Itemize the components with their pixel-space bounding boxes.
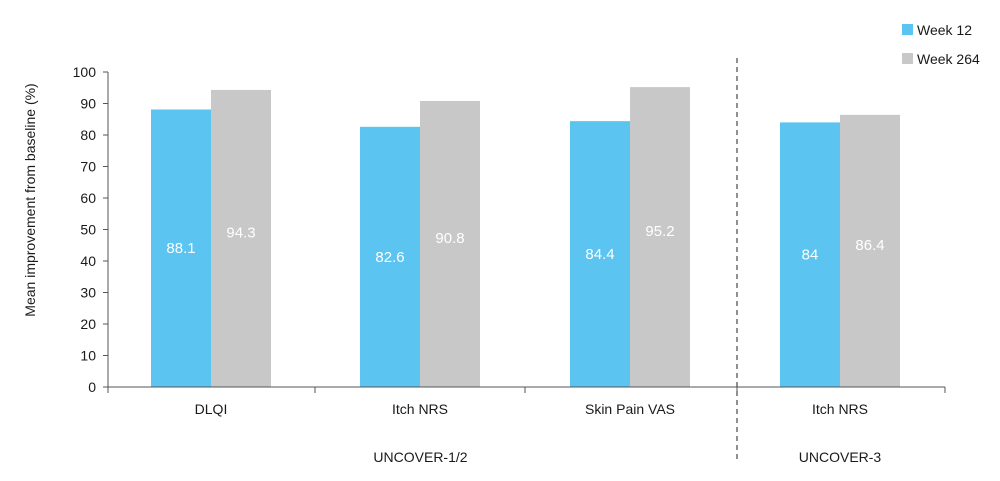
data-label: 94.3 — [226, 224, 255, 241]
y-tick-label: 50 — [80, 222, 96, 238]
y-tick-label: 20 — [80, 316, 96, 332]
bar — [151, 109, 211, 388]
legend-label: Week 12 — [917, 22, 972, 38]
y-tick-label: 0 — [88, 379, 96, 395]
data-label: 84 — [802, 247, 819, 264]
y-axis-label: Mean improvement from baseline (%) — [22, 83, 38, 316]
data-label: 88.1 — [166, 240, 195, 257]
bar — [360, 126, 420, 387]
y-tick-label: 60 — [80, 190, 96, 206]
y-axis: 0 10 20 30 40 50 60 70 80 90 100 — [73, 64, 109, 395]
bar — [211, 89, 271, 387]
category-label: Itch NRS — [392, 401, 448, 417]
y-tick-label: 90 — [80, 96, 96, 112]
data-label: 86.4 — [855, 237, 884, 254]
bar — [780, 122, 840, 388]
bars: 88.1 82.6 84.4 84 94.3 90.8 95.2 86.4 — [151, 87, 900, 388]
x-axis: DLQI Itch NRS Skin Pain VAS Itch NRS — [107, 58, 946, 460]
y-tick-label: 100 — [73, 64, 97, 80]
legend: Week 12 Week 264 — [902, 22, 980, 67]
legend-swatch — [902, 24, 913, 35]
bar — [840, 114, 900, 387]
category-label: DLQI — [195, 401, 228, 417]
y-tick-label: 70 — [80, 159, 96, 175]
category-label: Skin Pain VAS — [585, 401, 675, 417]
legend-swatch — [902, 53, 913, 64]
legend-label: Week 264 — [917, 51, 980, 67]
data-label: 84.4 — [585, 246, 614, 263]
group-label: UNCOVER-3 — [799, 449, 882, 465]
bar — [570, 121, 630, 387]
data-label: 90.8 — [435, 230, 464, 247]
group-labels: UNCOVER-1/2 UNCOVER-3 — [373, 449, 881, 465]
data-label: 82.6 — [375, 249, 404, 266]
y-tick-label: 80 — [80, 127, 96, 143]
bar — [630, 87, 690, 388]
group-label: UNCOVER-1/2 — [373, 449, 467, 465]
y-tick-label: 30 — [80, 285, 96, 301]
y-tick-label: 10 — [80, 348, 96, 364]
category-label: Itch NRS — [812, 401, 868, 417]
y-tick-label: 40 — [80, 253, 96, 269]
bar — [420, 100, 480, 387]
data-label: 95.2 — [645, 223, 674, 240]
